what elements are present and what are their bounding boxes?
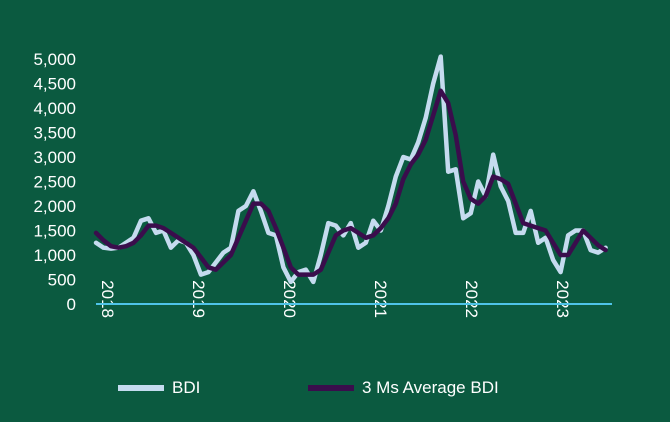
legend: BDI 3 Ms Average BDI (0, 374, 670, 404)
x-axis-tick-labels: 2018 2019 2020 2021 2022 2023 (98, 280, 572, 318)
legend-item-bdi: BDI (118, 378, 200, 398)
y-tick-label: 3,500 (33, 124, 76, 143)
y-tick-label: 0 (67, 295, 76, 314)
y-tick-label: 2,500 (33, 173, 76, 192)
x-tick-label: 2021 (371, 280, 390, 318)
x-tick-label: 2022 (462, 280, 481, 318)
y-tick-label: 4,500 (33, 75, 76, 94)
y-tick-label: 3,000 (33, 148, 76, 167)
y-tick-label: 1,500 (33, 222, 76, 241)
x-tick-label: 2018 (98, 280, 117, 318)
legend-swatch-bdi (118, 385, 164, 391)
series-line-3ms-average-bdi (93, 88, 608, 277)
x-tick-label: 2019 (189, 280, 208, 318)
y-tick-label: 1,000 (33, 246, 76, 265)
x-tick-label: 2023 (553, 280, 572, 318)
legend-swatch-3ms-average-bdi (308, 385, 354, 391)
legend-label-3ms-average-bdi: 3 Ms Average BDI (362, 378, 499, 397)
legend-label-bdi: BDI (172, 378, 201, 397)
y-tick-label: 4,000 (33, 99, 76, 118)
legend-item-3ms-average-bdi: 3 Ms Average BDI (308, 378, 499, 398)
y-tick-label: 500 (48, 271, 76, 290)
x-tick-label: 2020 (280, 280, 299, 318)
y-tick-label: 2,000 (33, 197, 76, 216)
y-tick-label: 5,000 (33, 50, 76, 69)
series-line-bdi (93, 54, 608, 285)
y-axis-tick-labels: 0 500 1,000 1,500 2,000 2,500 3,000 3,500 4,000 4… (33, 50, 76, 314)
